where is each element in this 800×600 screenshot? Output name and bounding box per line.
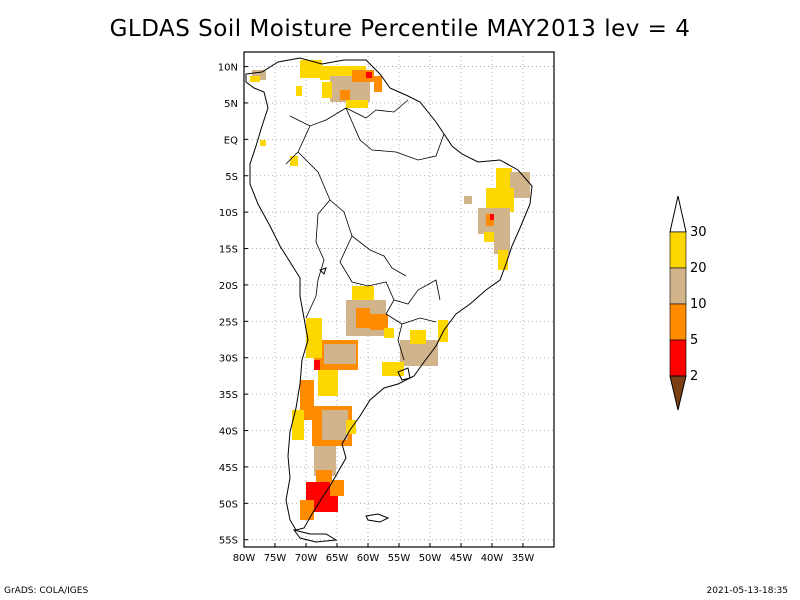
colorbar-level-label: 2 [690, 369, 698, 384]
south-america-coastline [245, 57, 533, 531]
lagoa-dos-patos [397, 367, 411, 381]
lon-tick-label: 80W [233, 553, 256, 564]
lon-tick-label: 75W [264, 553, 287, 564]
lon-tick-label: 50W [419, 553, 442, 564]
colorbar-bottom-arrow [669, 375, 687, 411]
colorbar-top-arrow [669, 195, 687, 233]
colorbar-segment [669, 267, 687, 305]
lat-tick-label: 5N [224, 99, 238, 110]
lon-tick-label: 55W [388, 553, 411, 564]
footer-credit: GrADS: COLA/IGES [4, 586, 89, 596]
lat-tick-label: 30S [219, 354, 238, 365]
patch-northeast-brazil [464, 168, 530, 270]
map-title: GLDAS Soil Moisture Percentile MAY2013 l… [109, 16, 691, 42]
lat-tick-label: 25S [219, 317, 238, 328]
map-frame [243, 51, 555, 548]
colorbar-segment [669, 303, 687, 341]
lon-tick-label: 40W [481, 553, 504, 564]
latitude-tick-labels: 10N 5N EQ 5S 10S 15S 20S 25S 30S 35S 40S 45S 50S 55S [218, 63, 238, 547]
lake-titicaca [319, 267, 327, 275]
lat-tick-label: 40S [219, 427, 238, 438]
lat-tick-label: EQ [224, 135, 238, 146]
patch-paraguay [346, 286, 448, 376]
colorbar-level-label: 10 [690, 297, 707, 312]
soil-moisture-patches [250, 60, 530, 520]
country-borders [285, 99, 445, 361]
patch-central-argentina [292, 318, 358, 520]
lat-tick-label: 10S [219, 208, 238, 219]
lat-tick-label: 35S [219, 390, 238, 401]
lat-tick-label: 10N [218, 63, 238, 74]
coastlines [245, 57, 533, 543]
lat-tick-label: 20S [219, 281, 238, 292]
lon-tick-label: 65W [326, 553, 349, 564]
colorbar-segment [669, 231, 687, 269]
lat-tick-label: 45S [219, 463, 238, 474]
lon-tick-label: 35W [512, 553, 535, 564]
lat-tick-label: 50S [219, 499, 238, 510]
lat-tick-label: 15S [219, 245, 238, 256]
map-grid [243, 52, 554, 547]
colorbar-segment [669, 339, 687, 377]
patch-north [250, 60, 382, 166]
colorbar-level-label: 5 [690, 333, 698, 348]
footer-timestamp: 2021-05-13-18:35 [706, 586, 789, 596]
lat-tick-label: 55S [219, 536, 238, 547]
colorbar: 30 20 10 5 2 [669, 195, 707, 411]
colorbar-level-label: 20 [690, 261, 707, 276]
lat-tick-label: 5S [225, 172, 238, 183]
lon-tick-label: 45W [450, 553, 473, 564]
colorbar-level-label: 30 [690, 225, 707, 240]
lon-tick-label: 70W [295, 553, 318, 564]
lon-tick-label: 60W [357, 553, 380, 564]
longitude-tick-labels: 80W 75W 70W 65W 60W 55W 50W 45W 40W 35W [233, 553, 535, 564]
tierra-del-fuego [292, 529, 338, 543]
falkland-islands [365, 513, 390, 523]
